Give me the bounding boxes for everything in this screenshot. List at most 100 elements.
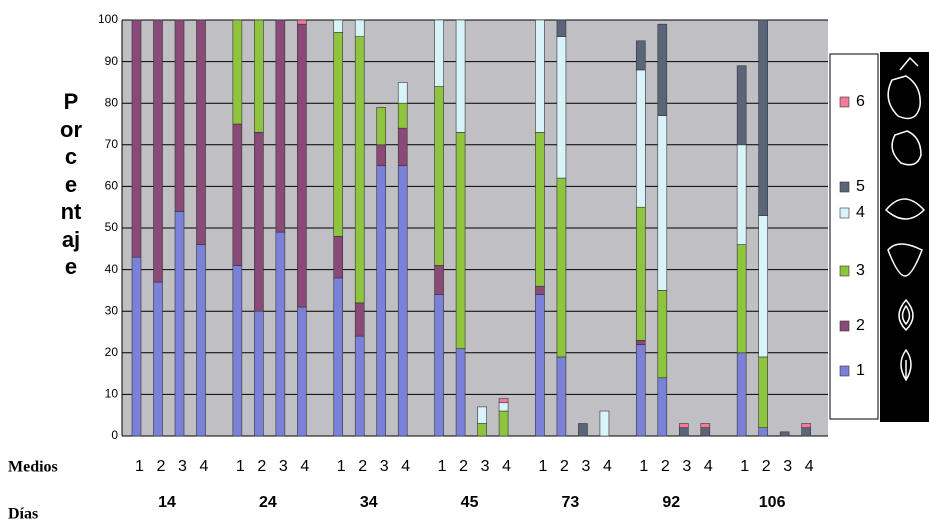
bar-segment bbox=[658, 378, 667, 436]
bar-segment bbox=[636, 207, 645, 340]
bar-segment bbox=[456, 132, 465, 348]
bar-segment bbox=[297, 20, 306, 24]
bar-segment bbox=[456, 20, 465, 132]
bar-segment bbox=[254, 311, 263, 436]
legend-label: 2 bbox=[856, 317, 865, 334]
x-tick-label: 1 bbox=[639, 458, 648, 475]
x-tick-label: 3 bbox=[481, 458, 490, 475]
group-label: 24 bbox=[259, 494, 277, 511]
bar-segment bbox=[398, 103, 407, 128]
bar-segment bbox=[254, 20, 263, 132]
y-tick-label: 50 bbox=[105, 220, 119, 234]
bar-segment bbox=[535, 295, 544, 436]
x-tick-label: 1 bbox=[337, 458, 346, 475]
page: Porcentaje 01020304050607080901001234123… bbox=[0, 0, 929, 526]
bar-segment bbox=[334, 278, 343, 436]
x-tick-label: 1 bbox=[135, 458, 144, 475]
bar-segment bbox=[175, 20, 184, 211]
bar-segment bbox=[759, 428, 768, 436]
bar-segment bbox=[398, 82, 407, 103]
bar-segment bbox=[578, 424, 587, 436]
legend-label: 5 bbox=[856, 178, 865, 195]
x-tick-label: 1 bbox=[438, 458, 447, 475]
bar-segment bbox=[297, 307, 306, 436]
bar-segment bbox=[780, 432, 789, 436]
bar-segment bbox=[737, 245, 746, 353]
bar-segment bbox=[535, 20, 544, 132]
y-tick-label: 40 bbox=[105, 262, 119, 276]
legend-swatch bbox=[840, 182, 849, 192]
legend-swatch bbox=[840, 266, 849, 276]
x-tick-label: 4 bbox=[300, 458, 309, 475]
bar-segment bbox=[456, 349, 465, 436]
y-tick-label: 10 bbox=[105, 387, 119, 401]
bar-segment bbox=[398, 166, 407, 436]
legend-swatch bbox=[840, 208, 849, 218]
legend-box bbox=[830, 54, 878, 419]
x-tick-label: 1 bbox=[538, 458, 547, 475]
bar-segment bbox=[600, 411, 609, 436]
bar-segment bbox=[398, 128, 407, 165]
bar-segment bbox=[557, 178, 566, 357]
bar-segment bbox=[355, 303, 364, 336]
x-tick-label: 4 bbox=[603, 458, 612, 475]
bar-segment bbox=[658, 116, 667, 291]
bar-segment bbox=[636, 41, 645, 70]
bar-segment bbox=[737, 145, 746, 245]
bar-segment bbox=[197, 245, 206, 436]
bar-segment bbox=[636, 344, 645, 436]
x-tick-label: 3 bbox=[783, 458, 792, 475]
bar-segment bbox=[557, 37, 566, 178]
x-tick-label: 2 bbox=[157, 458, 166, 475]
bar-segment bbox=[636, 70, 645, 207]
bar-segment bbox=[154, 20, 163, 282]
legend-label: 1 bbox=[856, 362, 865, 379]
bar-segment bbox=[276, 232, 285, 436]
x-tick-label: 2 bbox=[358, 458, 367, 475]
x-tick-label: 4 bbox=[401, 458, 410, 475]
x-tick-label: 3 bbox=[380, 458, 389, 475]
bar-segment bbox=[355, 20, 364, 37]
y-tick-label: 20 bbox=[105, 345, 119, 359]
group-label: 14 bbox=[158, 494, 176, 511]
bar-segment bbox=[297, 24, 306, 307]
group-axis-label: Días bbox=[8, 506, 38, 523]
legend-label: 6 bbox=[856, 93, 865, 110]
bar-segment bbox=[679, 424, 688, 428]
leaf-icons bbox=[880, 52, 929, 422]
bar-segment bbox=[802, 424, 811, 428]
y-tick-label: 100 bbox=[98, 12, 118, 26]
x-tick-label: 2 bbox=[762, 458, 771, 475]
x-tick-label: 4 bbox=[805, 458, 814, 475]
x-tick-label: 3 bbox=[178, 458, 187, 475]
bar-segment bbox=[636, 340, 645, 344]
bar-segment bbox=[435, 20, 444, 87]
x-tick-label: 4 bbox=[502, 458, 511, 475]
bar-segment bbox=[535, 132, 544, 286]
legend-swatch bbox=[840, 366, 849, 376]
x-tick-label: 3 bbox=[581, 458, 590, 475]
bar-segment bbox=[276, 20, 285, 232]
group-label: 45 bbox=[461, 494, 479, 511]
bar-segment bbox=[154, 282, 163, 436]
y-tick-label: 30 bbox=[105, 303, 119, 317]
bar-segment bbox=[334, 32, 343, 236]
legend-swatch bbox=[840, 97, 849, 107]
bar-segment bbox=[355, 37, 364, 303]
bar-segment bbox=[658, 24, 667, 116]
group-label: 34 bbox=[360, 494, 378, 511]
bar-segment bbox=[478, 424, 487, 436]
y-tick-label: 80 bbox=[105, 95, 119, 109]
chart: 0102030405060708090100123412341234123412… bbox=[0, 0, 929, 526]
bar-segment bbox=[435, 295, 444, 436]
bar-segment bbox=[435, 87, 444, 266]
bar-segment bbox=[557, 20, 566, 37]
x-tick-label: 2 bbox=[257, 458, 266, 475]
bar-segment bbox=[499, 411, 508, 436]
bar-segment bbox=[737, 353, 746, 436]
bar-segment bbox=[759, 216, 768, 357]
x-tick-label: 4 bbox=[704, 458, 713, 475]
bar-segment bbox=[535, 286, 544, 294]
x-tick-label: 4 bbox=[200, 458, 209, 475]
bar-segment bbox=[233, 124, 242, 265]
